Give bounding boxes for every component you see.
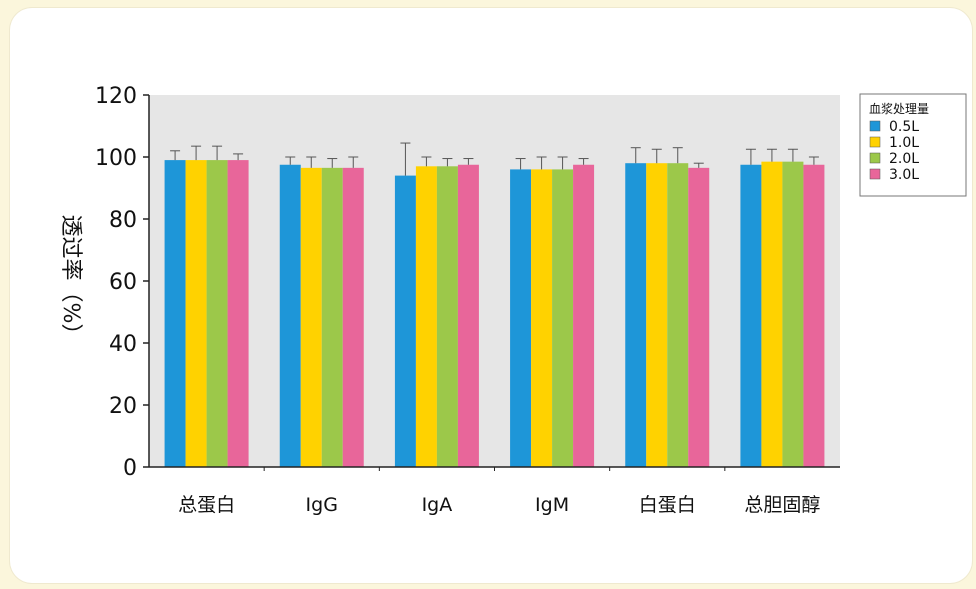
y-tick-label: 120 xyxy=(95,84,137,109)
y-tick-label: 100 xyxy=(95,146,137,171)
y-axis-label: 透过率（%） xyxy=(58,215,83,346)
bar xyxy=(457,164,479,467)
bar xyxy=(321,167,343,467)
legend-label: 1.0L xyxy=(889,135,919,151)
y-tick-label: 60 xyxy=(109,270,137,295)
bar xyxy=(625,163,647,467)
bar xyxy=(394,175,416,467)
bar xyxy=(279,164,301,467)
x-tick-label: 白蛋白 xyxy=(639,494,696,516)
bar xyxy=(573,164,595,467)
x-tick-label: IgA xyxy=(422,494,453,516)
y-tick-label: 80 xyxy=(109,208,137,233)
legend-label: 0.5L xyxy=(889,119,919,135)
bar xyxy=(803,164,825,467)
bar xyxy=(531,169,553,467)
bar xyxy=(552,169,574,467)
legend-title: 血浆处理量 xyxy=(869,101,929,116)
plot-area xyxy=(149,95,840,467)
x-tick-label: 总蛋白 xyxy=(178,494,235,516)
legend-swatch xyxy=(869,152,881,164)
bar xyxy=(415,166,437,468)
bar xyxy=(782,161,804,467)
legend-swatch xyxy=(869,136,881,148)
bar xyxy=(436,166,458,468)
bar xyxy=(300,167,322,467)
legend-label: 2.0L xyxy=(889,151,919,167)
x-tick-label: 总胆固醇 xyxy=(744,494,820,516)
legend-swatch xyxy=(869,168,881,180)
y-tick-label: 20 xyxy=(109,394,137,419)
legend-label: 3.0L xyxy=(889,167,919,183)
y-tick-label: 40 xyxy=(109,332,137,357)
bar xyxy=(688,167,710,467)
x-tick-label: IgG xyxy=(306,494,338,516)
y-tick-label: 0 xyxy=(123,456,137,481)
legend: 血浆处理量 0.5L1.0L2.0L3.0L xyxy=(859,93,967,197)
bar xyxy=(667,163,689,467)
bar xyxy=(740,164,762,467)
bar xyxy=(164,160,186,467)
bar xyxy=(510,169,532,467)
bar xyxy=(761,161,783,467)
bar xyxy=(342,167,364,467)
bar xyxy=(227,160,249,467)
bar xyxy=(646,163,668,467)
x-tick-label: IgM xyxy=(535,494,569,516)
legend-swatch xyxy=(869,120,881,132)
bar xyxy=(206,160,228,467)
bar xyxy=(185,160,207,467)
